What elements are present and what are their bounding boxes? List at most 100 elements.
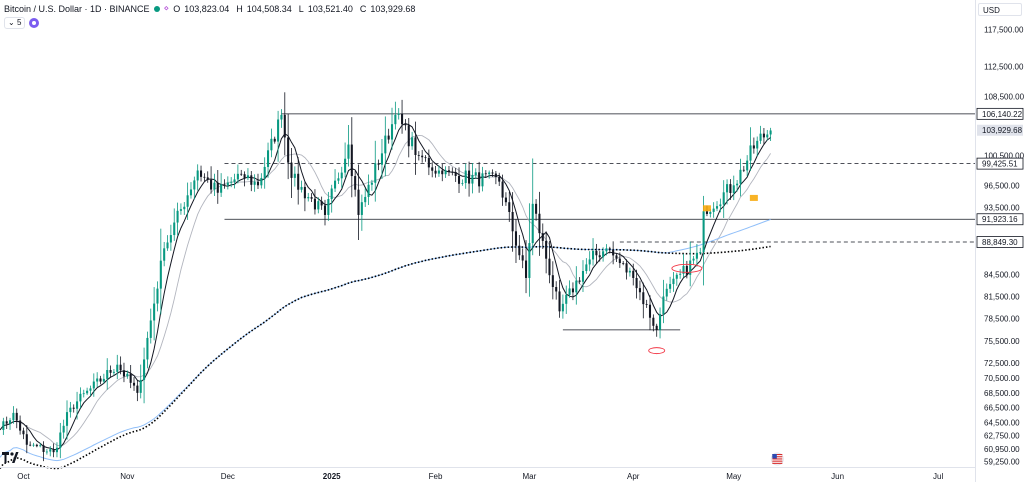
indicator-settings-icon[interactable] — [29, 18, 40, 28]
close-value: 103,929.68 — [370, 3, 416, 14]
candle-2024-12-12 — [263, 157, 266, 189]
candle-2024-11-17 — [179, 203, 182, 215]
red-circle-annotation-3 — [671, 263, 703, 273]
candle-2024-10-21 — [89, 385, 92, 396]
candle-body — [427, 158, 430, 168]
candle-2024-10-29 — [116, 354, 119, 380]
candle-2024-10-31 — [122, 362, 126, 383]
candle-2025-01-07 — [350, 117, 353, 198]
candle-2025-05-06 — [749, 127, 752, 171]
candle-2025-01-25 — [411, 131, 414, 150]
candle-2025-05-07 — [752, 137, 755, 154]
candle-body — [29, 444, 32, 446]
candle-2025-02-23 — [508, 191, 511, 222]
candle-body — [186, 195, 189, 207]
candle-2025-02-08 — [457, 167, 461, 194]
candle-2024-12-18 — [283, 92, 286, 156]
candle-2024-10-08 — [45, 448, 48, 455]
time-tick-label: Nov — [120, 472, 134, 481]
candle-body — [45, 451, 48, 453]
candle-2024-10-19 — [82, 389, 85, 398]
candle-body — [749, 145, 752, 161]
candle-body — [179, 209, 182, 211]
candle-2024-10-27 — [109, 365, 112, 378]
candle-2024-12-05 — [240, 169, 243, 176]
candle-body — [712, 208, 715, 212]
candle-body — [652, 317, 655, 326]
candle-2025-01-12 — [367, 174, 370, 206]
candle-body — [498, 176, 501, 182]
candle-2025-01-13 — [370, 179, 373, 191]
price-label-box — [976, 213, 1024, 226]
candle-body — [541, 233, 544, 241]
currency-selector[interactable]: USD — [978, 3, 1022, 16]
price-label: 106,140.22 — [982, 110, 1023, 119]
candle-2024-12-28 — [317, 197, 320, 214]
low-value: 103,521.40 — [307, 3, 353, 14]
candle-body — [722, 192, 725, 205]
indicators-toggle-button[interactable]: ⌄ 5 — [4, 17, 26, 29]
candle-2025-02-01 — [434, 165, 437, 178]
candle-body — [223, 184, 226, 186]
candle-body — [699, 252, 702, 253]
candle-body — [431, 167, 434, 171]
candle-2024-11-22 — [196, 164, 199, 191]
candle-2025-05-04 — [742, 165, 745, 173]
candle-body — [290, 162, 293, 178]
candle-body — [240, 173, 243, 175]
candle-2024-12-04 — [236, 164, 239, 184]
candle-2024-12-31 — [327, 191, 330, 221]
price-tick-label: 64,500.00 — [984, 419, 1020, 428]
candle-body — [62, 425, 65, 433]
candle-body — [508, 202, 511, 213]
candle-body — [565, 294, 568, 304]
time-tick-label: 2025 — [323, 472, 341, 481]
symbol-title[interactable]: Bitcoin / U.S. Dollar · 1D · BINANCE — [4, 3, 150, 14]
candle-2025-03-27 — [615, 253, 618, 263]
candle-body — [434, 170, 437, 174]
candle-2025-03-07 — [548, 241, 551, 284]
candle-2024-11-12 — [163, 241, 166, 267]
candle-2025-03-18 — [585, 258, 588, 274]
candle-2025-02-19 — [494, 170, 497, 185]
candle-2024-10-10 — [52, 443, 55, 458]
candle-2024-09-25 — [2, 417, 5, 435]
candle-body — [132, 382, 136, 386]
candle-2024-11-18 — [183, 202, 186, 215]
share-icon[interactable]: ⋄ — [163, 3, 170, 13]
candle-2025-04-19 — [692, 256, 695, 265]
candle-body — [334, 180, 337, 189]
candle-body — [173, 222, 176, 236]
candle-2025-03-20 — [592, 238, 595, 266]
candle-2025-03-09 — [555, 281, 558, 300]
price-tick-label: 78,500.00 — [984, 315, 1020, 324]
candle-2025-04-16 — [682, 254, 685, 278]
time-tick-label: May — [726, 472, 741, 481]
candle-2024-11-24 — [203, 173, 206, 182]
candle-body — [76, 401, 79, 409]
candle-body — [588, 259, 591, 265]
low-key: L — [298, 3, 304, 14]
candle-2025-03-13 — [568, 280, 571, 298]
time-tick-label: Jul — [933, 472, 943, 481]
candle-2025-01-11 — [364, 188, 367, 207]
candle-2025-01-17 — [384, 116, 387, 177]
candle-body — [746, 160, 749, 171]
candle-body — [682, 265, 685, 274]
candle-body — [645, 304, 648, 305]
candle-body — [270, 138, 273, 151]
candle-2024-12-11 — [260, 173, 263, 189]
candle-body — [189, 189, 193, 196]
candle-2024-10-14 — [65, 400, 69, 440]
candle-body — [705, 211, 708, 214]
candle-body — [159, 260, 162, 289]
candle-2024-11-27 — [213, 173, 216, 196]
candle-body — [25, 434, 28, 445]
candle-2025-02-10 — [464, 163, 467, 189]
candle-body — [320, 201, 323, 206]
candle-body — [615, 255, 618, 259]
candle-body — [622, 263, 625, 264]
candle-body — [79, 393, 82, 402]
candle-2024-10-16 — [72, 404, 75, 413]
